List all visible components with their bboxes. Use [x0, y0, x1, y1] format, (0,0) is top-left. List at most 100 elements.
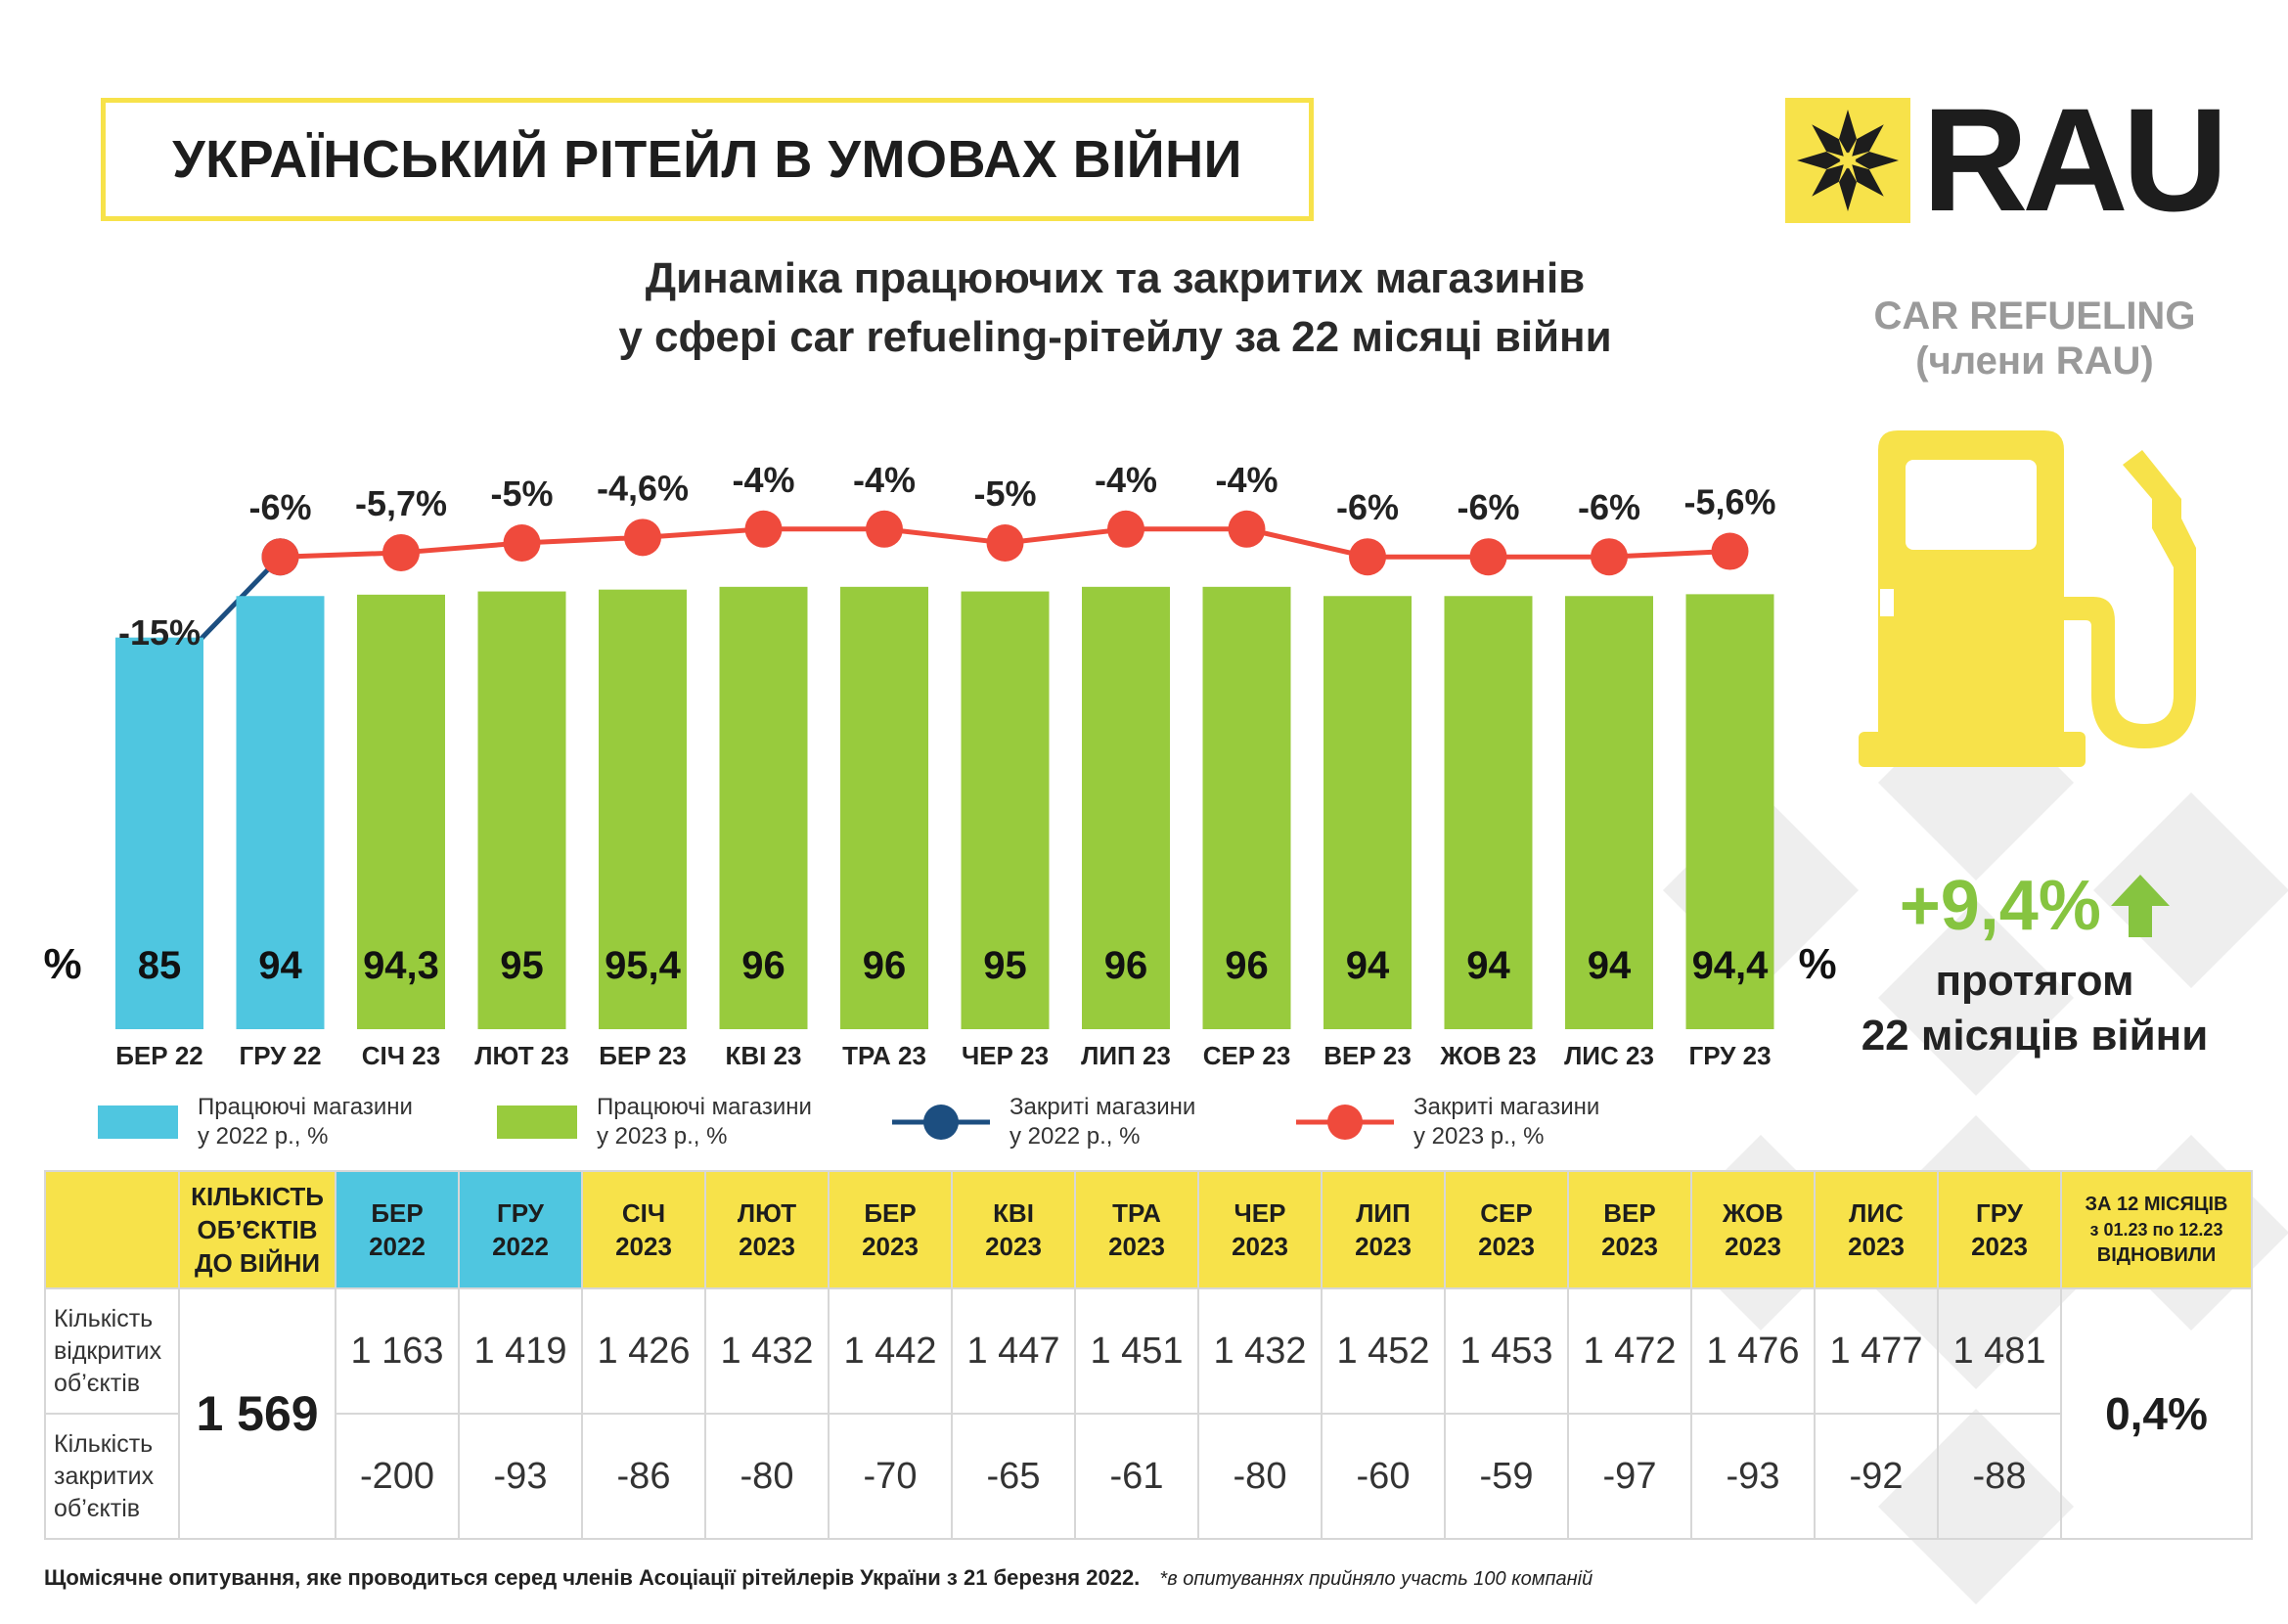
segment-note: (члени RAU)	[1915, 339, 2154, 383]
bar-value-label: 96	[863, 944, 907, 987]
row-label-closed: Кількість закритих об’єктів	[44, 1413, 180, 1540]
cell-closed-value: -93	[458, 1413, 583, 1540]
header-line: ВІДНОВИЛИ	[2096, 1244, 2217, 1266]
header-month-year: 2023	[862, 1232, 919, 1261]
header-month-name: ВЕР	[1603, 1198, 1656, 1228]
legend-label: Закриті магазини у 2023 р., %	[1413, 1094, 1600, 1150]
header-month-year: 2023	[1355, 1232, 1412, 1261]
cell-closed-value: -60	[1321, 1413, 1446, 1540]
line-point	[624, 519, 661, 557]
bar	[719, 586, 808, 1029]
cell-closed-value: -80	[704, 1413, 830, 1540]
x-tick-label: КВІ 23	[725, 1041, 801, 1070]
footer-main: Щомісячне опитування, яке проводиться се…	[44, 1565, 1141, 1590]
legend-label: Працюючі магазини у 2023 р., %	[597, 1094, 812, 1150]
legend-swatch-line	[892, 1105, 990, 1140]
cell-open-value: 1 447	[951, 1287, 1076, 1415]
cell-closed-value: -61	[1074, 1413, 1199, 1540]
header-line: ЗА 12 МІСЯЦІВ	[2085, 1194, 2228, 1215]
bar	[1082, 586, 1170, 1029]
header-month-year: 2022	[369, 1232, 426, 1261]
header-month-name: БЕР	[371, 1198, 424, 1228]
cell-closed-value: -80	[1197, 1413, 1323, 1540]
line-value-label: -4%	[853, 460, 916, 500]
header-month-name: ЛИП	[1356, 1198, 1411, 1228]
cell-open-value: 1 432	[704, 1287, 830, 1415]
header-month-year: 2023	[1232, 1232, 1288, 1261]
legend-swatch-bar	[98, 1105, 178, 1139]
header-month: ГРУ 2022	[458, 1170, 583, 1289]
header-month-year: 2023	[739, 1232, 795, 1261]
header-month: СЕР 2023	[1444, 1170, 1569, 1289]
bar-value-label: 94,3	[363, 944, 439, 987]
line-value-label: -6%	[248, 487, 311, 527]
line-value-label: -4%	[1095, 460, 1157, 500]
header-month: ЖОВ 2023	[1690, 1170, 1816, 1289]
header-month: ЛИС 2023	[1814, 1170, 1939, 1289]
header-month-year: 2023	[1108, 1232, 1165, 1261]
x-tick-label: ГРУ 23	[1688, 1041, 1771, 1070]
bar	[1685, 594, 1774, 1029]
header-month-name: ТРА	[1112, 1198, 1161, 1228]
logo-text: RAU	[1922, 77, 2228, 242]
cell-open-value: 1 432	[1197, 1287, 1323, 1415]
line-value-label: -5%	[490, 474, 553, 514]
header-month-name: ГРУ	[497, 1198, 544, 1228]
row-label-line: об’єктів	[54, 1369, 141, 1397]
bar	[1323, 596, 1412, 1029]
legend-swatch-bar	[497, 1105, 577, 1139]
header-month: ЛЮТ 2023	[704, 1170, 830, 1289]
x-tick-label: ЛИП 23	[1081, 1041, 1171, 1070]
bar	[1565, 596, 1653, 1029]
table-row-closed: Кількість закритих об’єктів -200 -93 -86 -8…	[44, 1413, 2252, 1540]
bar	[1202, 586, 1291, 1029]
row-label-line: Кількість	[54, 1304, 154, 1332]
chart-subtitle: Динаміка працюючих та закритих магазинів…	[489, 249, 1741, 367]
footer-note: *в опитуваннях прийняло участь 100 компа…	[1159, 1568, 1593, 1590]
growth-caption-line-2: 22 місяців війни	[1861, 1012, 2209, 1060]
line-point	[1469, 538, 1507, 576]
growth-indicator: +9,4%	[1859, 866, 2211, 946]
unit-label-right: %	[1798, 940, 1836, 988]
header-month-name: ЧЕР	[1234, 1198, 1286, 1228]
growth-caption-line-1: протягом	[1935, 957, 2134, 1005]
x-tick-label: ВЕР 23	[1323, 1041, 1412, 1070]
arrow-up-icon	[2111, 875, 2171, 937]
footer: Щомісячне опитування, яке проводиться се…	[44, 1565, 2255, 1591]
line-point	[1711, 532, 1749, 570]
header-line: з 01.23 по 12.23	[2089, 1220, 2223, 1240]
bar-value-label: 94,4	[1692, 944, 1770, 987]
cell-open-value: 1 452	[1321, 1287, 1446, 1415]
row-label-line: Кількість	[54, 1429, 154, 1458]
fuel-pump-icon	[1859, 430, 2196, 767]
prewar-value: 1 569	[178, 1287, 336, 1540]
header-month-year: 2023	[1971, 1232, 2028, 1261]
x-tick-label: ТРА 23	[842, 1041, 926, 1070]
rau-logo: RAU	[1785, 77, 2228, 242]
header-month-year: 2023	[1725, 1232, 1781, 1261]
cell-open-value: 1 442	[828, 1287, 953, 1415]
cell-open-value: 1 426	[581, 1287, 706, 1415]
x-tick-label: ЛИС 23	[1564, 1041, 1654, 1070]
title-box: УКРАЇНСЬКИЙ РІТЕЙЛ В УМОВАХ ВІЙНИ	[101, 98, 1314, 221]
cell-closed-value: -97	[1567, 1413, 1692, 1540]
x-tick-label: БЕР 22	[115, 1041, 203, 1070]
line-value-label: -4%	[732, 460, 794, 500]
subtitle-line-1: Динаміка працюючих та закритих магазинів	[645, 254, 1586, 302]
line-point	[744, 510, 783, 548]
bar-value-label: 94	[1346, 944, 1390, 987]
bar	[477, 591, 566, 1029]
header-empty-cell	[44, 1170, 180, 1289]
line-point	[1591, 538, 1628, 576]
line-value-label: -4,6%	[597, 468, 689, 508]
header-month: ТРА 2023	[1074, 1170, 1199, 1289]
x-tick-label: ЖОВ 23	[1439, 1041, 1536, 1070]
header-restored: ЗА 12 МІСЯЦІВ з 01.23 по 12.23 ВІДНОВИЛИ	[2060, 1170, 2253, 1289]
header-month-name: СІЧ	[621, 1198, 666, 1228]
segment-title: CAR REFUELING (члени RAU)	[1839, 293, 2230, 383]
line-point	[866, 510, 903, 548]
header-month-name: КВІ	[993, 1198, 1034, 1228]
bar-value-label: 85	[138, 944, 182, 987]
table-header-row: КІЛЬКІСТЬ ОБ’ЄКТІВ ДО ВІЙНИ БЕР 2022 ГРУ 20…	[44, 1170, 2253, 1289]
line-point	[986, 524, 1024, 562]
